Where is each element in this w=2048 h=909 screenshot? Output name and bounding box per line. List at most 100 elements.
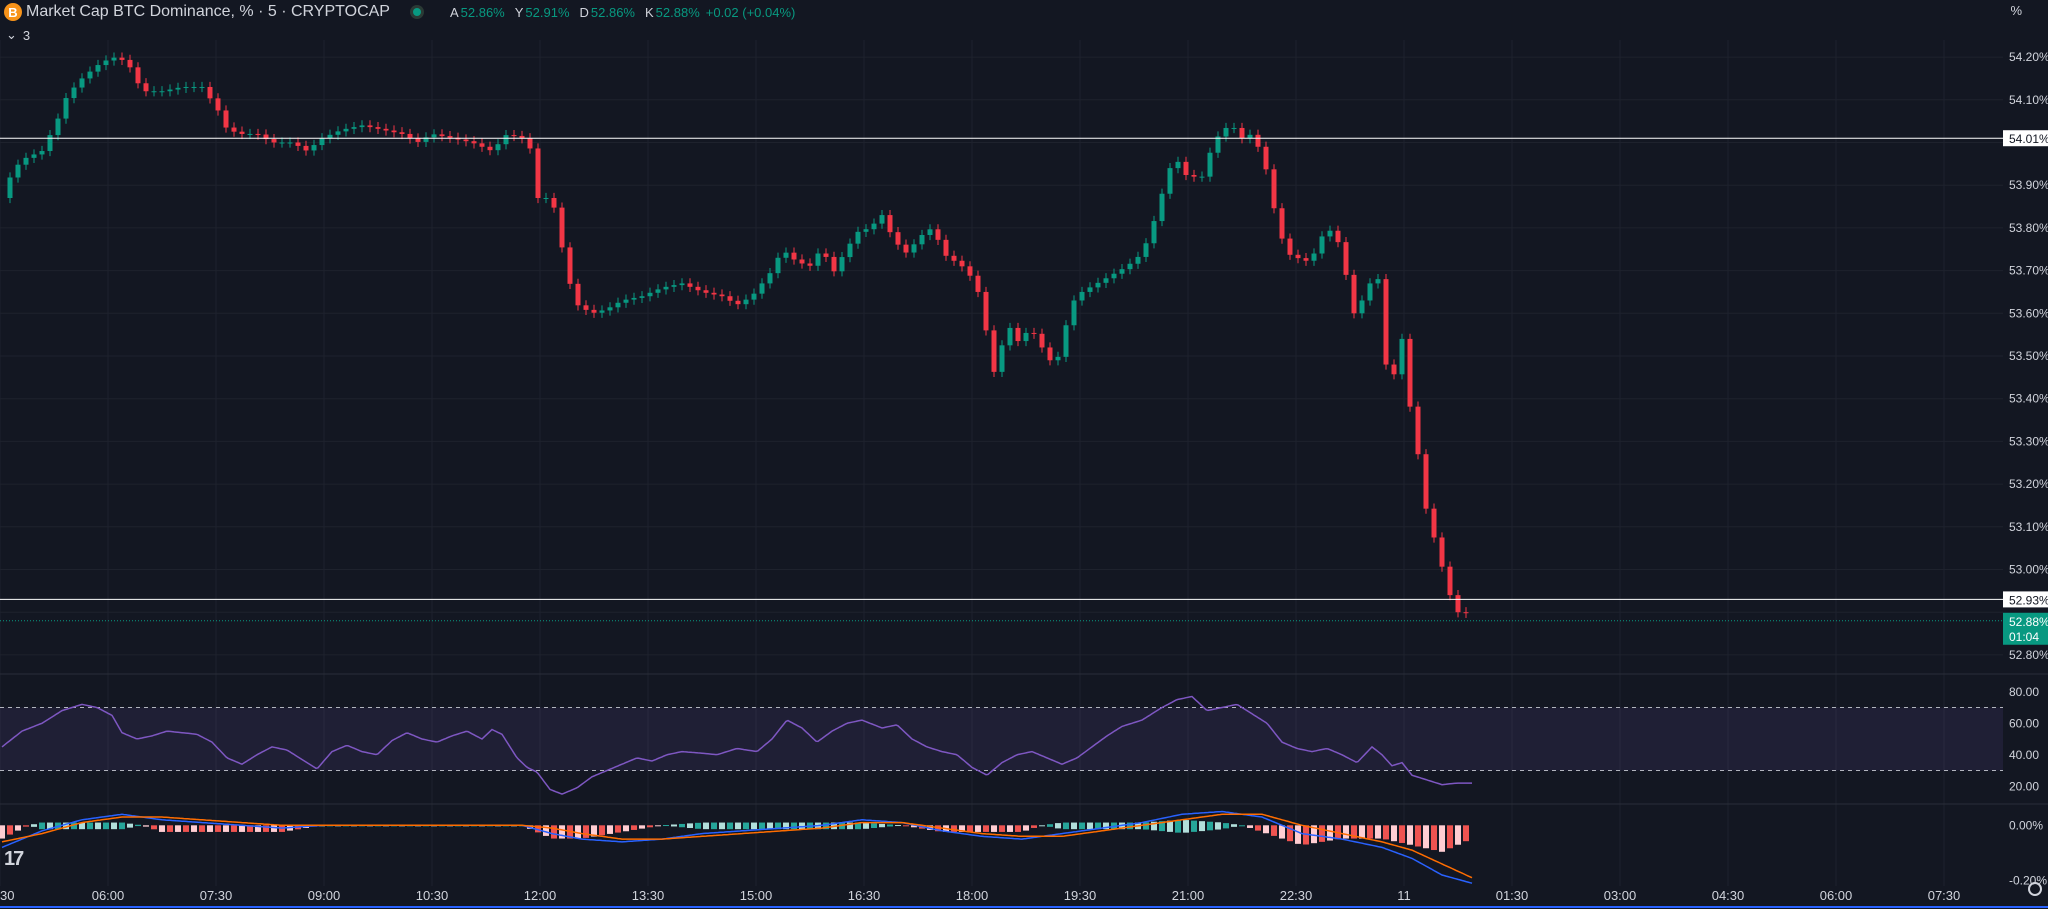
candle [63,98,69,119]
candle [1447,566,1453,596]
macd-histogram-bar [911,825,917,828]
macd-histogram-bar [1215,822,1221,830]
candle [751,293,757,300]
macd-histogram-bar [1391,825,1397,842]
y-tick-label: 52.80% [2009,648,2048,662]
macd-histogram-bar [0,825,5,839]
candle [1031,332,1037,334]
candle [263,134,269,140]
candle [215,98,221,111]
candle [15,164,21,178]
candle [967,266,973,276]
y-tick-label: 53.40% [2009,392,2048,406]
candle [631,297,637,300]
x-tick-label: 12:00 [524,888,557,903]
macd-histogram-bar [1047,824,1053,827]
candle [599,310,605,313]
percent-scale-toggle[interactable]: % [2010,3,2022,18]
indicators-collapse-button[interactable]: ⌄ 3 [2,27,34,43]
macd-histogram-bar [175,825,181,832]
candle [1199,176,1205,178]
macd-histogram-bar [991,825,997,832]
candle [1135,256,1141,264]
macd-histogram-bar [1063,822,1069,830]
candle [943,239,949,256]
macd-histogram-bar [1087,822,1093,830]
candle [79,78,85,88]
candle [775,257,781,274]
macd-histogram-bar [1375,825,1381,839]
x-tick-label: 22:30 [1280,888,1313,903]
macd-histogram-bar [863,822,869,829]
rsi-tick-label: 40.00 [2009,748,2039,762]
macd-histogram-bar [1079,822,1085,830]
macd-histogram-bar [127,823,133,828]
candle [95,65,101,72]
macd-histogram-bar [151,825,157,830]
macd-histogram-bar [63,822,69,830]
macd-histogram-bar [687,823,693,829]
candle [1103,278,1109,283]
bitcoin-icon[interactable]: B [4,3,22,21]
macd-histogram-bar [263,825,269,832]
macd-histogram-bar [103,822,109,830]
x-tick-label: 07:30 [200,888,233,903]
candle [663,286,669,290]
macd-histogram-bar [143,825,149,827]
macd-histogram-bar [551,825,557,839]
candle [815,253,821,266]
candle [415,138,421,142]
candle [759,283,765,294]
candle [687,283,693,287]
settings-gear-icon[interactable] [2028,882,2042,896]
macd-histogram-bar [607,825,613,834]
macd-histogram-bar [135,824,141,827]
y-tick-label: 53.90% [2009,178,2048,192]
macd-histogram-bar [119,822,125,830]
candle [1303,258,1309,261]
candle [1111,273,1117,279]
candle [1159,193,1165,222]
candle [151,91,157,93]
tradingview-logo-icon[interactable]: 17 [4,848,24,870]
candle [23,157,29,165]
macd-histogram-bar [71,822,77,830]
candle [1207,152,1213,177]
rsi-tick-label: 60.00 [2009,716,2039,730]
candle [1231,127,1237,129]
candle [895,232,901,245]
y-tick-label: 53.60% [2009,306,2048,320]
candle [703,290,709,293]
macd-histogram-bar [271,825,277,832]
candle [231,127,237,132]
macd-histogram-bar [1175,820,1181,833]
market-open-dot-icon[interactable] [409,5,424,19]
macd-histogram-bar [903,825,909,827]
macd-histogram-bar [535,825,541,833]
candle [1087,287,1093,292]
y-tick-label: 53.00% [2009,563,2048,577]
macd-histogram-bar [1223,823,1229,829]
x-tick-label: 07:30 [1928,888,1961,903]
hline-price-tag [2003,130,2048,147]
chevron-down-icon: ⌄ [6,27,17,42]
candle [1127,263,1133,270]
macd-histogram-bar [1455,825,1461,845]
macd-histogram-bar [743,822,749,830]
candle [1151,221,1157,244]
candle [903,244,909,253]
candle [351,127,357,129]
macd-histogram-bar [767,822,773,830]
y-tick-label: 53.10% [2009,520,2048,534]
symbol-title[interactable]: Market Cap BTC Dominance, % · 5 · CRYPTO… [26,3,390,20]
candle [1455,595,1461,613]
candle [495,144,501,151]
macd-histogram-bar [847,822,853,830]
candle [647,292,653,297]
macd-histogram-bar [1423,825,1429,849]
macd-histogram-bar [591,825,597,837]
macd-histogram-bar [1439,825,1445,852]
x-tick-label: 01:30 [1496,888,1529,903]
